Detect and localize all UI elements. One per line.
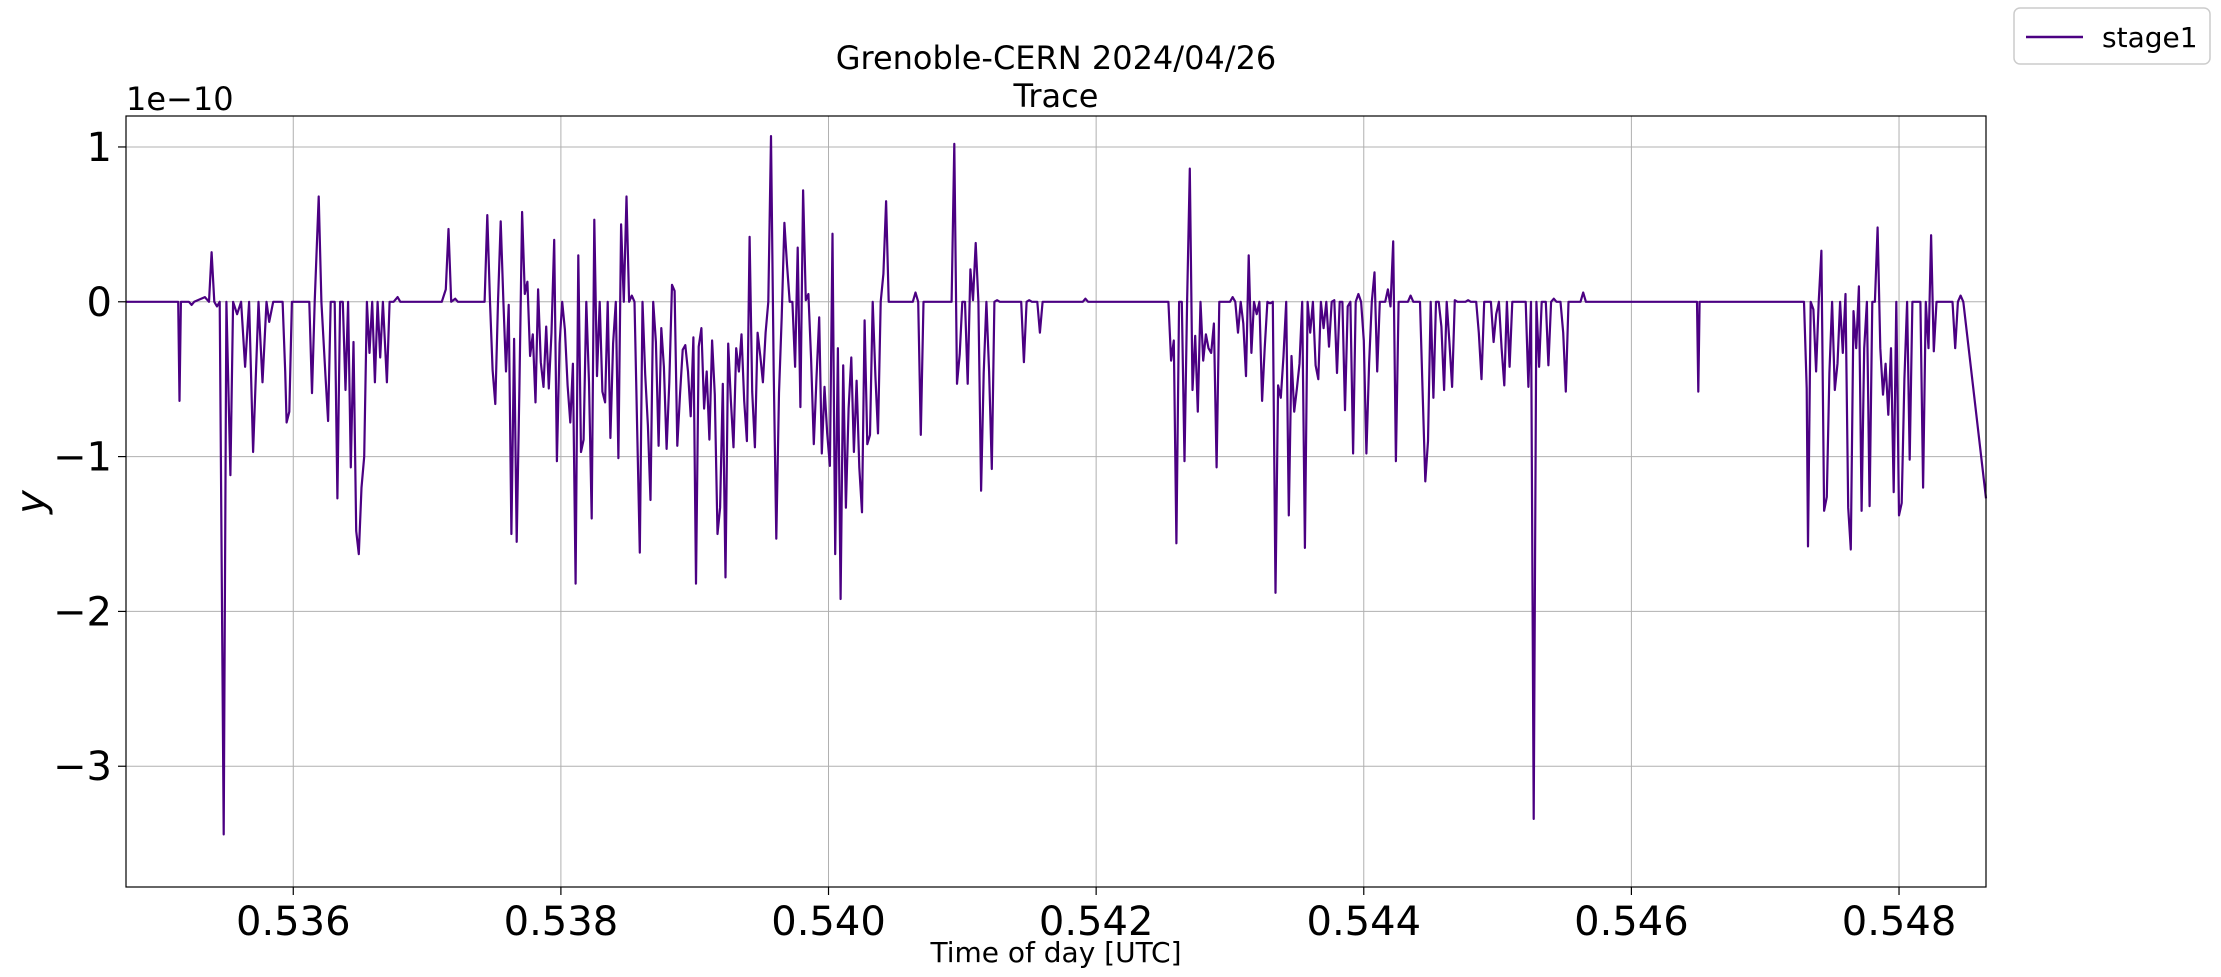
y-tick-label: 0 (87, 280, 112, 326)
legend: stage1 (2013, 7, 2211, 65)
y-tick-label: −1 (53, 435, 112, 481)
x-tick-label: 0.540 (771, 899, 886, 945)
x-axis-label: Time of day [UTC] (929, 936, 1181, 969)
plot-area: 0.536 0.538 0.540 0.542 0.544 0.546 0.548 1 0 −1… (53, 115, 1988, 945)
y-tick-label: −2 (53, 589, 112, 635)
y-offset-label: 1e−10 (126, 80, 234, 118)
y-tick-label: 1 (87, 125, 112, 171)
legend-box (2013, 7, 2211, 65)
chart-subtitle: Trace (1013, 77, 1099, 115)
x-tick-label: 0.536 (236, 899, 351, 945)
y-axis-ticks: 1 0 −1 −2 −3 (53, 125, 126, 790)
grid-lines (126, 116, 1986, 887)
plot-frame (125, 115, 1987, 888)
x-axis-ticks: 0.536 0.538 0.540 0.542 0.544 0.546 0.548 (236, 887, 1956, 945)
chart-title: Grenoble-CERN 2024/04/26 (836, 39, 1277, 77)
series-line-stage1 (126, 135, 1988, 836)
legend-label-stage1: stage1 (2102, 21, 2198, 54)
y-axis-label: y (8, 489, 54, 515)
x-tick-label: 0.542 (1039, 899, 1154, 945)
x-tick-label: 0.546 (1574, 899, 1689, 945)
x-tick-label: 0.544 (1307, 899, 1422, 945)
y-tick-label: −3 (53, 744, 112, 790)
x-tick-label: 0.538 (504, 899, 619, 945)
x-tick-label: 0.548 (1842, 899, 1957, 945)
